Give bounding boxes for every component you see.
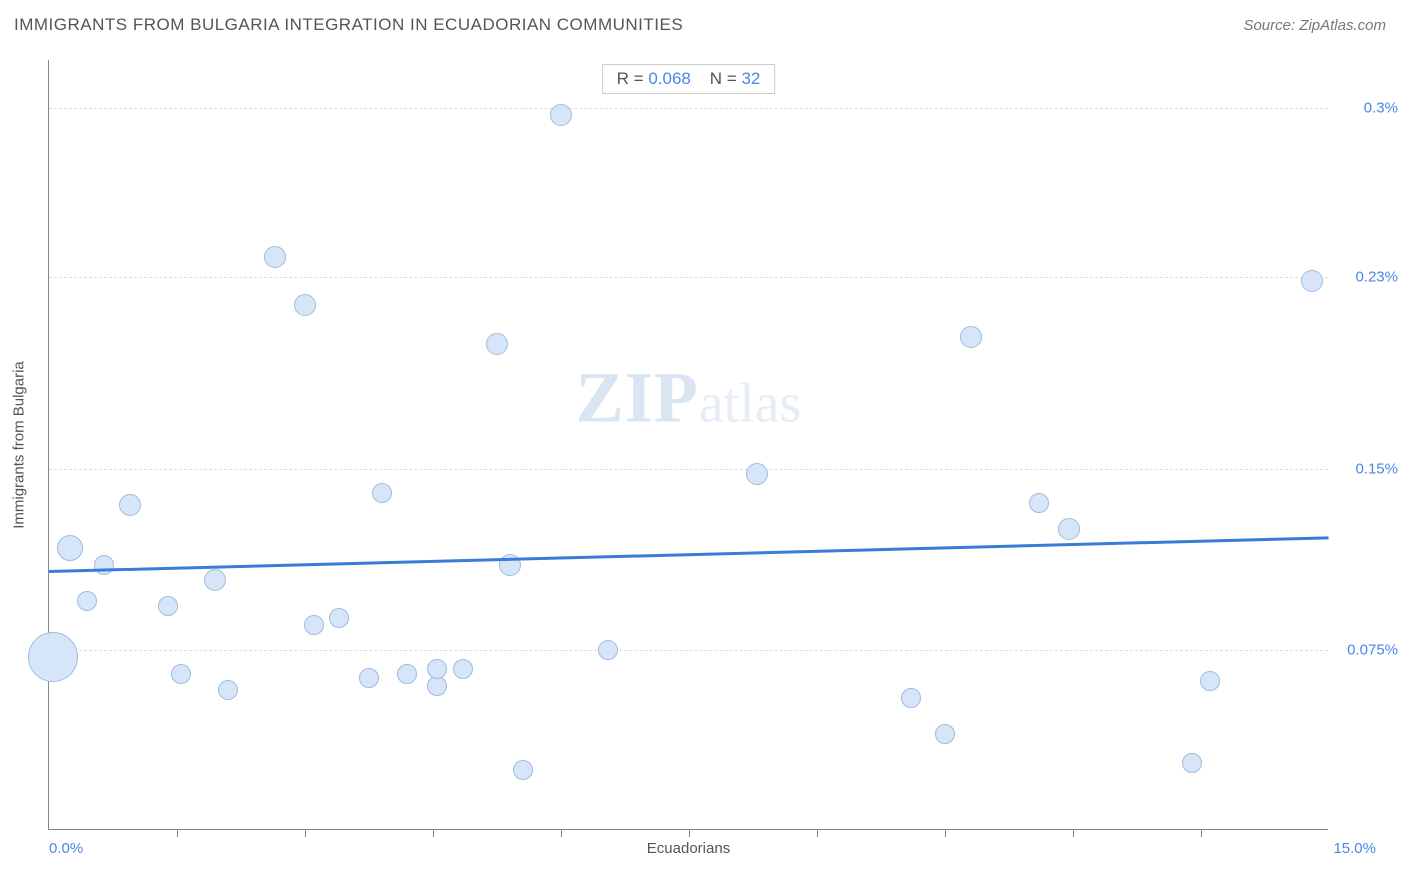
data-point[interactable]	[304, 615, 324, 635]
data-point[interactable]	[359, 668, 379, 688]
x-tick	[1201, 829, 1202, 837]
watermark-text: ZIPatlas	[576, 357, 802, 440]
data-point[interactable]	[57, 535, 83, 561]
x-tick	[817, 829, 818, 837]
gridline	[49, 277, 1328, 278]
data-point[interactable]	[77, 591, 97, 611]
stats-n-value: 32	[741, 69, 760, 88]
x-tick	[561, 829, 562, 837]
data-point[interactable]	[550, 104, 572, 126]
data-point[interactable]	[1301, 270, 1323, 292]
x-tick	[945, 829, 946, 837]
data-point[interactable]	[158, 596, 178, 616]
data-point[interactable]	[1058, 518, 1080, 540]
x-tick	[433, 829, 434, 837]
data-point[interactable]	[1182, 753, 1202, 773]
x-tick	[305, 829, 306, 837]
data-point[interactable]	[453, 659, 473, 679]
stats-n-label: N =	[710, 69, 737, 88]
data-point[interactable]	[264, 246, 286, 268]
stats-r-value: 0.068	[648, 69, 691, 88]
data-point[interactable]	[329, 608, 349, 628]
y-axis-title: Immigrants from Bulgaria	[11, 361, 28, 529]
y-tick-label: 0.075%	[1347, 641, 1398, 658]
data-point[interactable]	[1200, 671, 1220, 691]
y-tick-label: 0.15%	[1355, 461, 1398, 478]
data-point[interactable]	[28, 632, 78, 682]
stats-r-label: R =	[617, 69, 644, 88]
trendline	[49, 536, 1329, 573]
data-point[interactable]	[119, 494, 141, 516]
x-axis-title: Ecuadorians	[647, 840, 730, 857]
data-point[interactable]	[901, 688, 921, 708]
data-point[interactable]	[94, 555, 114, 575]
x-tick-label: 15.0%	[1333, 840, 1376, 857]
data-point[interactable]	[204, 569, 226, 591]
data-point[interactable]	[513, 760, 533, 780]
x-tick-label: 0.0%	[49, 840, 83, 857]
chart-title: IMMIGRANTS FROM BULGARIA INTEGRATION IN …	[14, 15, 683, 35]
data-point[interactable]	[486, 333, 508, 355]
data-point[interactable]	[598, 640, 618, 660]
data-point[interactable]	[294, 294, 316, 316]
data-point[interactable]	[372, 483, 392, 503]
gridline	[49, 469, 1328, 470]
y-tick-label: 0.23%	[1355, 268, 1398, 285]
data-point[interactable]	[935, 724, 955, 744]
data-point[interactable]	[746, 463, 768, 485]
data-point[interactable]	[171, 664, 191, 684]
watermark-zip: ZIP	[576, 358, 699, 438]
data-point[interactable]	[1029, 493, 1049, 513]
chart-source: Source: ZipAtlas.com	[1243, 17, 1386, 34]
x-tick	[177, 829, 178, 837]
gridline	[49, 108, 1328, 109]
data-point[interactable]	[960, 326, 982, 348]
stats-box: R = 0.068 N = 32	[602, 64, 776, 94]
x-tick	[1073, 829, 1074, 837]
data-point[interactable]	[397, 664, 417, 684]
data-point[interactable]	[218, 680, 238, 700]
watermark-atlas: atlas	[699, 373, 802, 435]
scatter-plot-area: ZIPatlas Immigrants from Bulgaria Ecuado…	[48, 60, 1328, 830]
data-point[interactable]	[427, 659, 447, 679]
x-tick	[689, 829, 690, 837]
chart-header: IMMIGRANTS FROM BULGARIA INTEGRATION IN …	[0, 0, 1406, 50]
gridline	[49, 650, 1328, 651]
y-tick-label: 0.3%	[1364, 100, 1398, 117]
